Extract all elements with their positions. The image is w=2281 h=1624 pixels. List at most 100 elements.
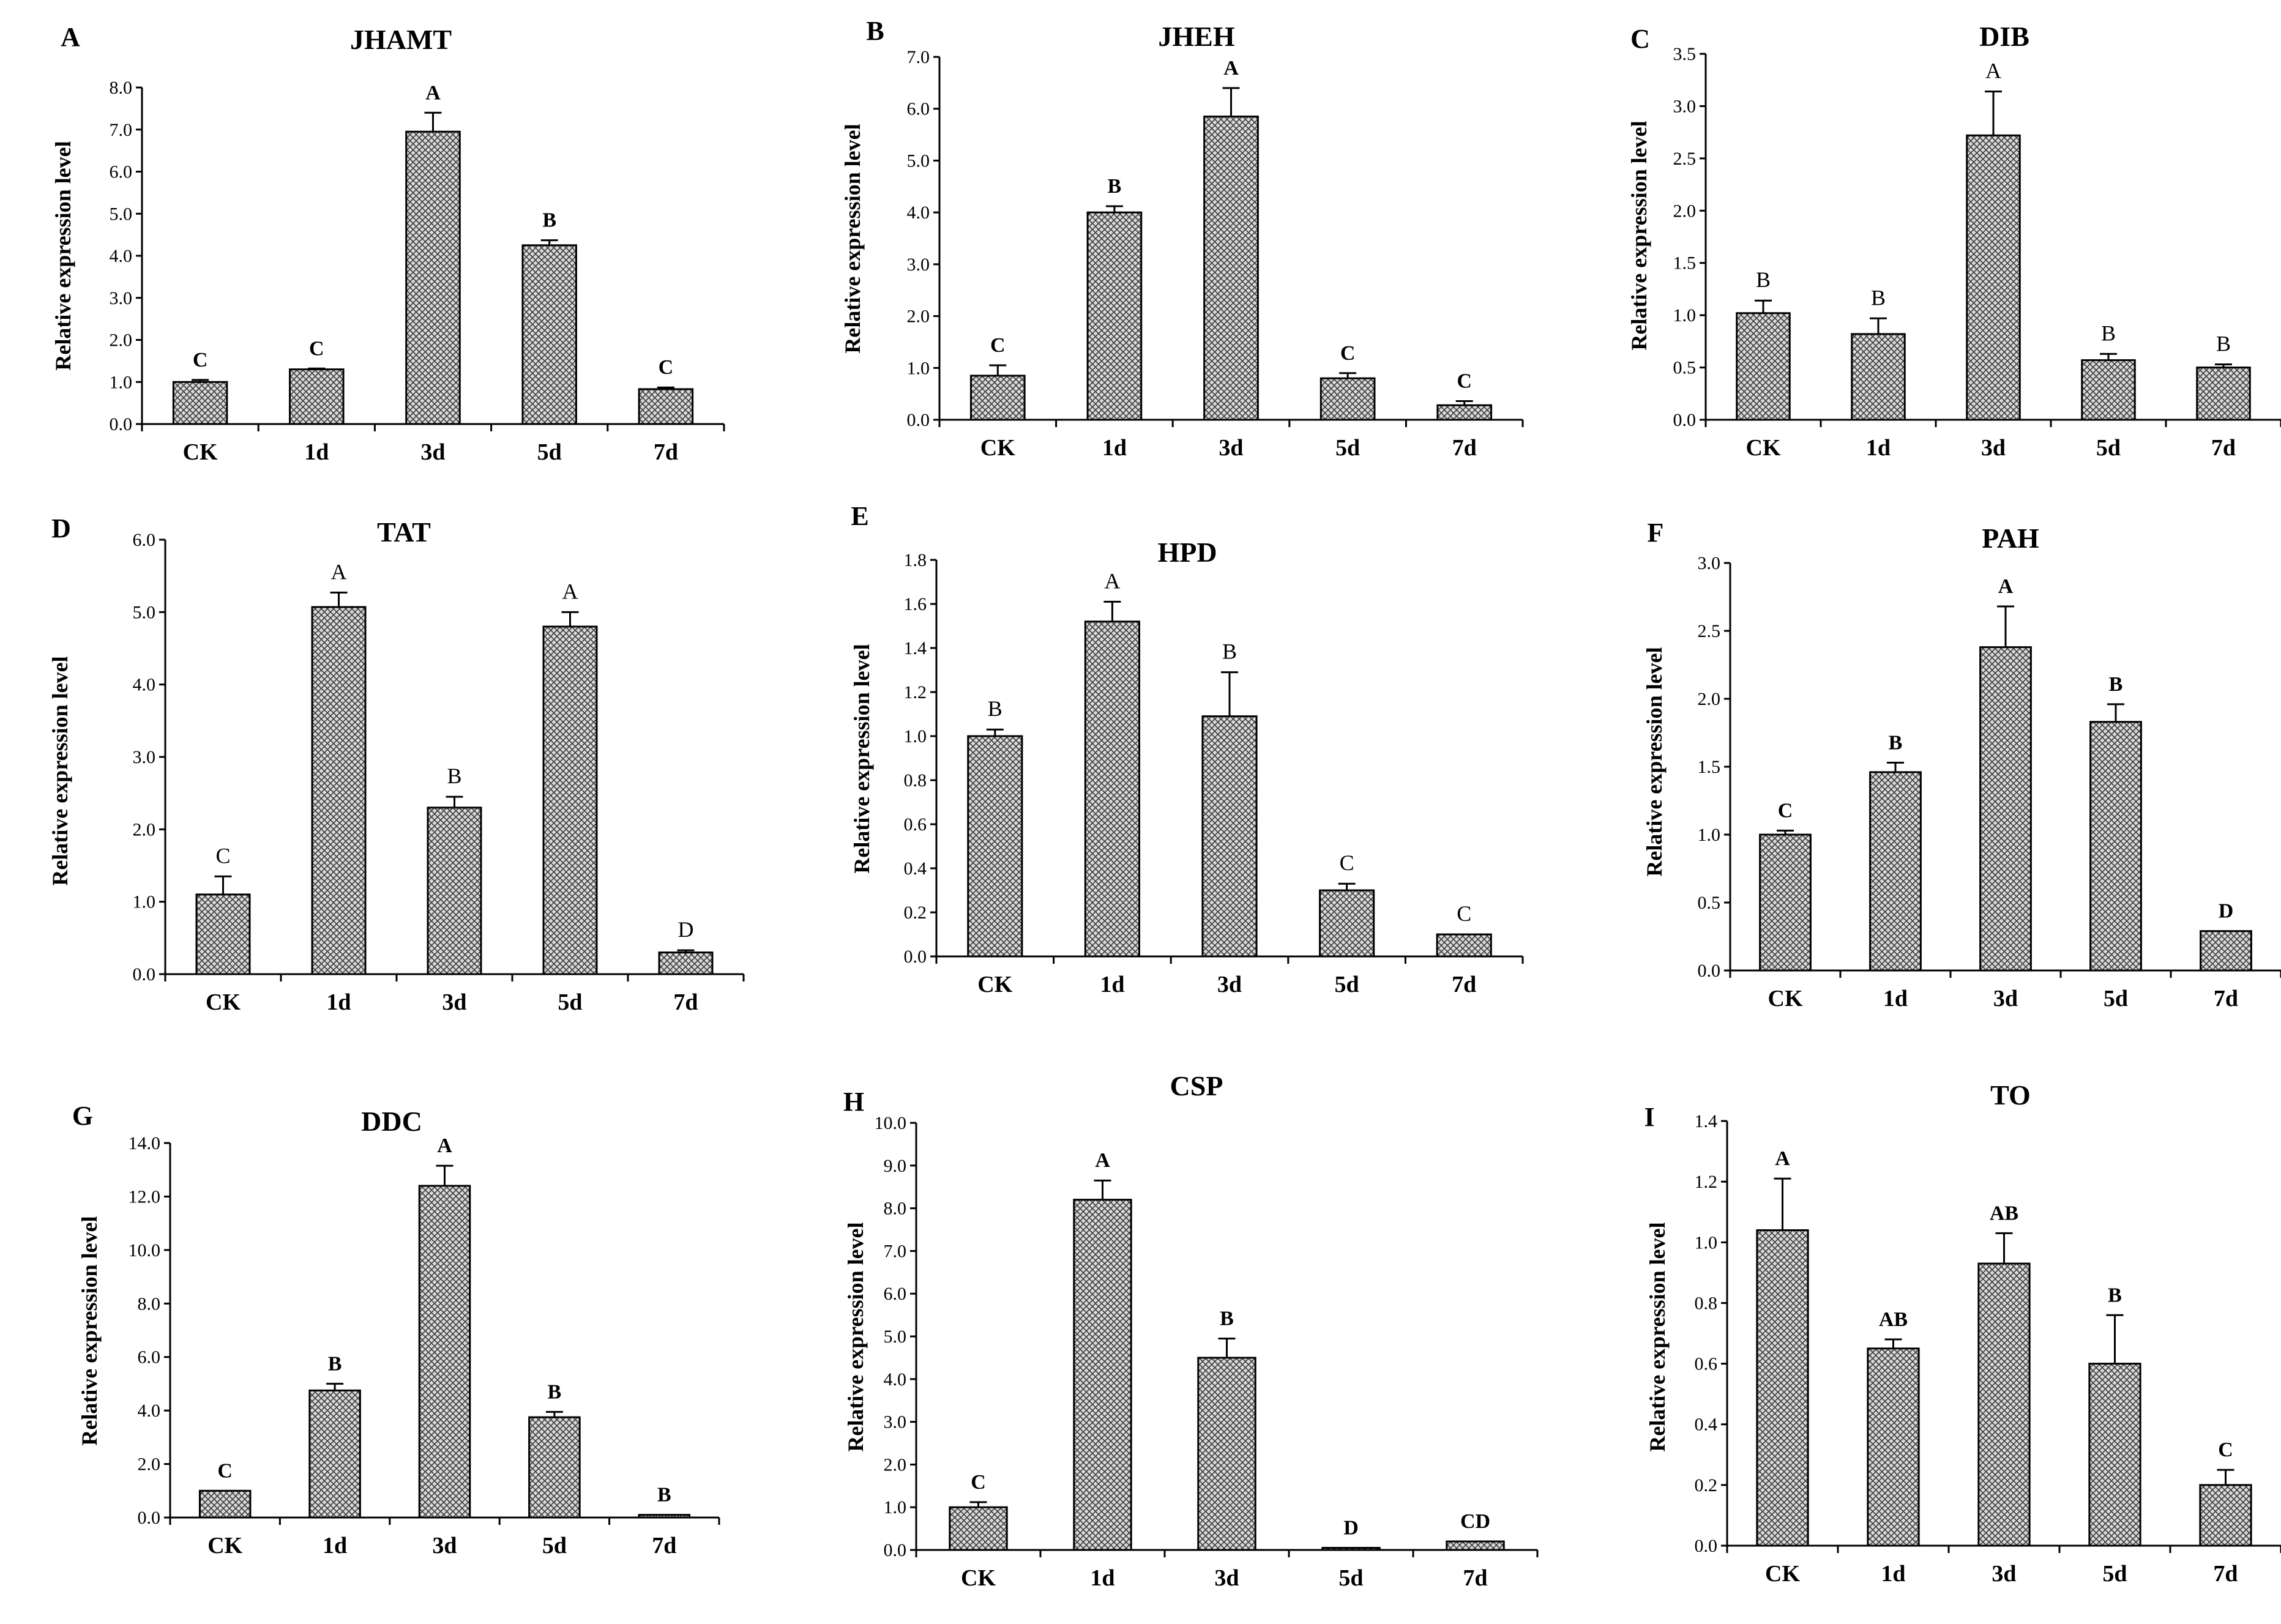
bar-3d [1203, 115, 1259, 421]
y-axis-label: Relative expression level [843, 1222, 868, 1451]
significance-letter: D [1343, 1517, 1359, 1540]
bar-3d [418, 1185, 471, 1519]
significance-letter: C [659, 356, 674, 379]
x-tick-label: CK [207, 1533, 242, 1559]
x-tick-label: 3d [1992, 1561, 2016, 1587]
y-tick-label: 1.0 [110, 372, 133, 392]
x-tick-label: 7d [673, 989, 698, 1015]
x-tick-label: 1d [326, 989, 351, 1015]
significance-letter: A [437, 1134, 452, 1157]
bar-7d [2199, 1484, 2252, 1547]
y-tick-label: 1.0 [884, 1497, 907, 1518]
bar-1d [308, 1389, 361, 1519]
x-tick-label: CK [206, 989, 241, 1015]
bar-5d [2089, 721, 2142, 972]
significance-letter: C [193, 349, 208, 371]
y-tick-label: 8.0 [884, 1199, 907, 1219]
y-tick-label: 1.4 [1695, 1111, 1718, 1131]
y-tick-label: 0.0 [110, 414, 133, 434]
y-tick-label: 0.0 [904, 947, 927, 967]
y-tick-label: 6.0 [884, 1284, 907, 1304]
y-tick-label: 8.0 [110, 78, 133, 98]
y-tick-label: 10.0 [129, 1240, 161, 1261]
significance-letter: A [1223, 57, 1239, 80]
y-tick-label: 10.0 [875, 1113, 907, 1133]
chart-title: TAT [377, 516, 431, 548]
y-tick-label: 3.5 [1673, 44, 1697, 64]
bar-ck [967, 735, 1023, 958]
bar-1d [311, 606, 367, 975]
panel-letter: H [843, 1087, 864, 1117]
chart-title: HPD [1157, 537, 1217, 568]
significance-letter: A [1775, 1147, 1790, 1170]
y-tick-label: 0.6 [1695, 1354, 1718, 1374]
x-tick-label: 3d [432, 1533, 457, 1559]
y-tick-label: 4.0 [133, 675, 156, 695]
y-tick-label: 1.0 [133, 892, 156, 912]
bar-7d [1436, 404, 1493, 421]
y-tick-label: 3.0 [1698, 553, 1721, 573]
significance-letter: C [215, 843, 230, 868]
y-tick-label: 3.0 [1673, 96, 1697, 116]
chart-panel-b: B JHEH Relative expression level 0.0 1.0 2.0 3… [840, 16, 1524, 461]
significance-letter: C [990, 334, 1006, 357]
y-tick-label: 0.4 [904, 859, 927, 879]
y-tick-label: 2.0 [1698, 689, 1721, 709]
x-tick-label: 7d [2213, 1561, 2238, 1587]
y-tick-label: 1.2 [904, 682, 927, 702]
significance-letter: A [331, 559, 347, 584]
x-tick-label: 7d [654, 439, 678, 465]
chart-panel-c: C DIB Relative expression level 0.0 0.5 1.0 1.… [1627, 21, 2281, 461]
significance-letter: D [678, 917, 694, 942]
x-tick-label: 1d [1090, 1565, 1114, 1591]
significance-letter: A [562, 579, 578, 603]
significance-letter: C [2218, 1439, 2233, 1461]
bar-ck [969, 374, 1026, 421]
y-tick-label: 8.0 [138, 1294, 161, 1314]
y-tick-label: 2.0 [110, 330, 133, 351]
significance-letter: C [1457, 901, 1471, 926]
y-tick-label: 2.5 [1698, 621, 1721, 641]
bar-ck [1756, 1229, 1809, 1547]
significance-letter: B [548, 1380, 562, 1403]
significance-letter: B [2108, 1284, 2122, 1306]
chart-panel-g: G DDC Relative expression level 0.0 2.0 4.0 6.… [72, 1101, 720, 1559]
bar-ck [195, 893, 251, 975]
bar-5d [528, 1416, 581, 1519]
y-tick-label: 0.0 [138, 1508, 161, 1528]
x-tick-label: CK [183, 439, 218, 465]
significance-letter: B [447, 764, 461, 788]
significance-letter: B [2101, 321, 2116, 345]
significance-letter: D [2219, 900, 2234, 923]
chart-panel-f: F PAH Relative expression level 0.0 0.5 1.0 1.… [1642, 518, 2281, 1011]
x-tick-label: 5d [2102, 1561, 2127, 1587]
y-tick-label: 1.0 [1698, 825, 1721, 845]
y-tick-label: 14.0 [129, 1133, 161, 1153]
significance-letter: CD [1460, 1510, 1490, 1533]
significance-letter: B [1889, 731, 1903, 754]
x-tick-label: 5d [2096, 435, 2121, 461]
bar-ck [1736, 312, 1791, 421]
y-tick-label: 7.0 [907, 47, 930, 67]
y-tick-label: 1.6 [904, 594, 927, 614]
y-tick-label: 6.0 [133, 530, 156, 550]
significance-letter: B [542, 209, 556, 232]
x-tick-label: 1d [1866, 435, 1891, 461]
y-tick-label: 0.0 [1698, 961, 1721, 981]
y-tick-label: 4.0 [907, 203, 930, 223]
x-tick-label: CK [961, 1565, 996, 1591]
x-tick-label: 1d [323, 1533, 347, 1559]
bar-5d [1320, 377, 1376, 421]
x-tick-label: 1d [1883, 986, 1908, 1011]
x-tick-label: 3d [1981, 435, 2006, 461]
x-tick-label: 3d [1219, 435, 1243, 461]
y-tick-label: 7.0 [110, 120, 133, 140]
y-tick-label: 12.0 [129, 1186, 161, 1207]
chart-title: PAH [1982, 523, 2039, 554]
bar-7d [1446, 1540, 1505, 1551]
x-tick-label: 5d [1338, 1565, 1363, 1591]
y-axis-label: Relative expression level [849, 644, 874, 873]
y-tick-label: 6.0 [110, 162, 133, 182]
y-tick-label: 1.4 [904, 638, 927, 658]
y-tick-label: 1.0 [907, 358, 930, 378]
